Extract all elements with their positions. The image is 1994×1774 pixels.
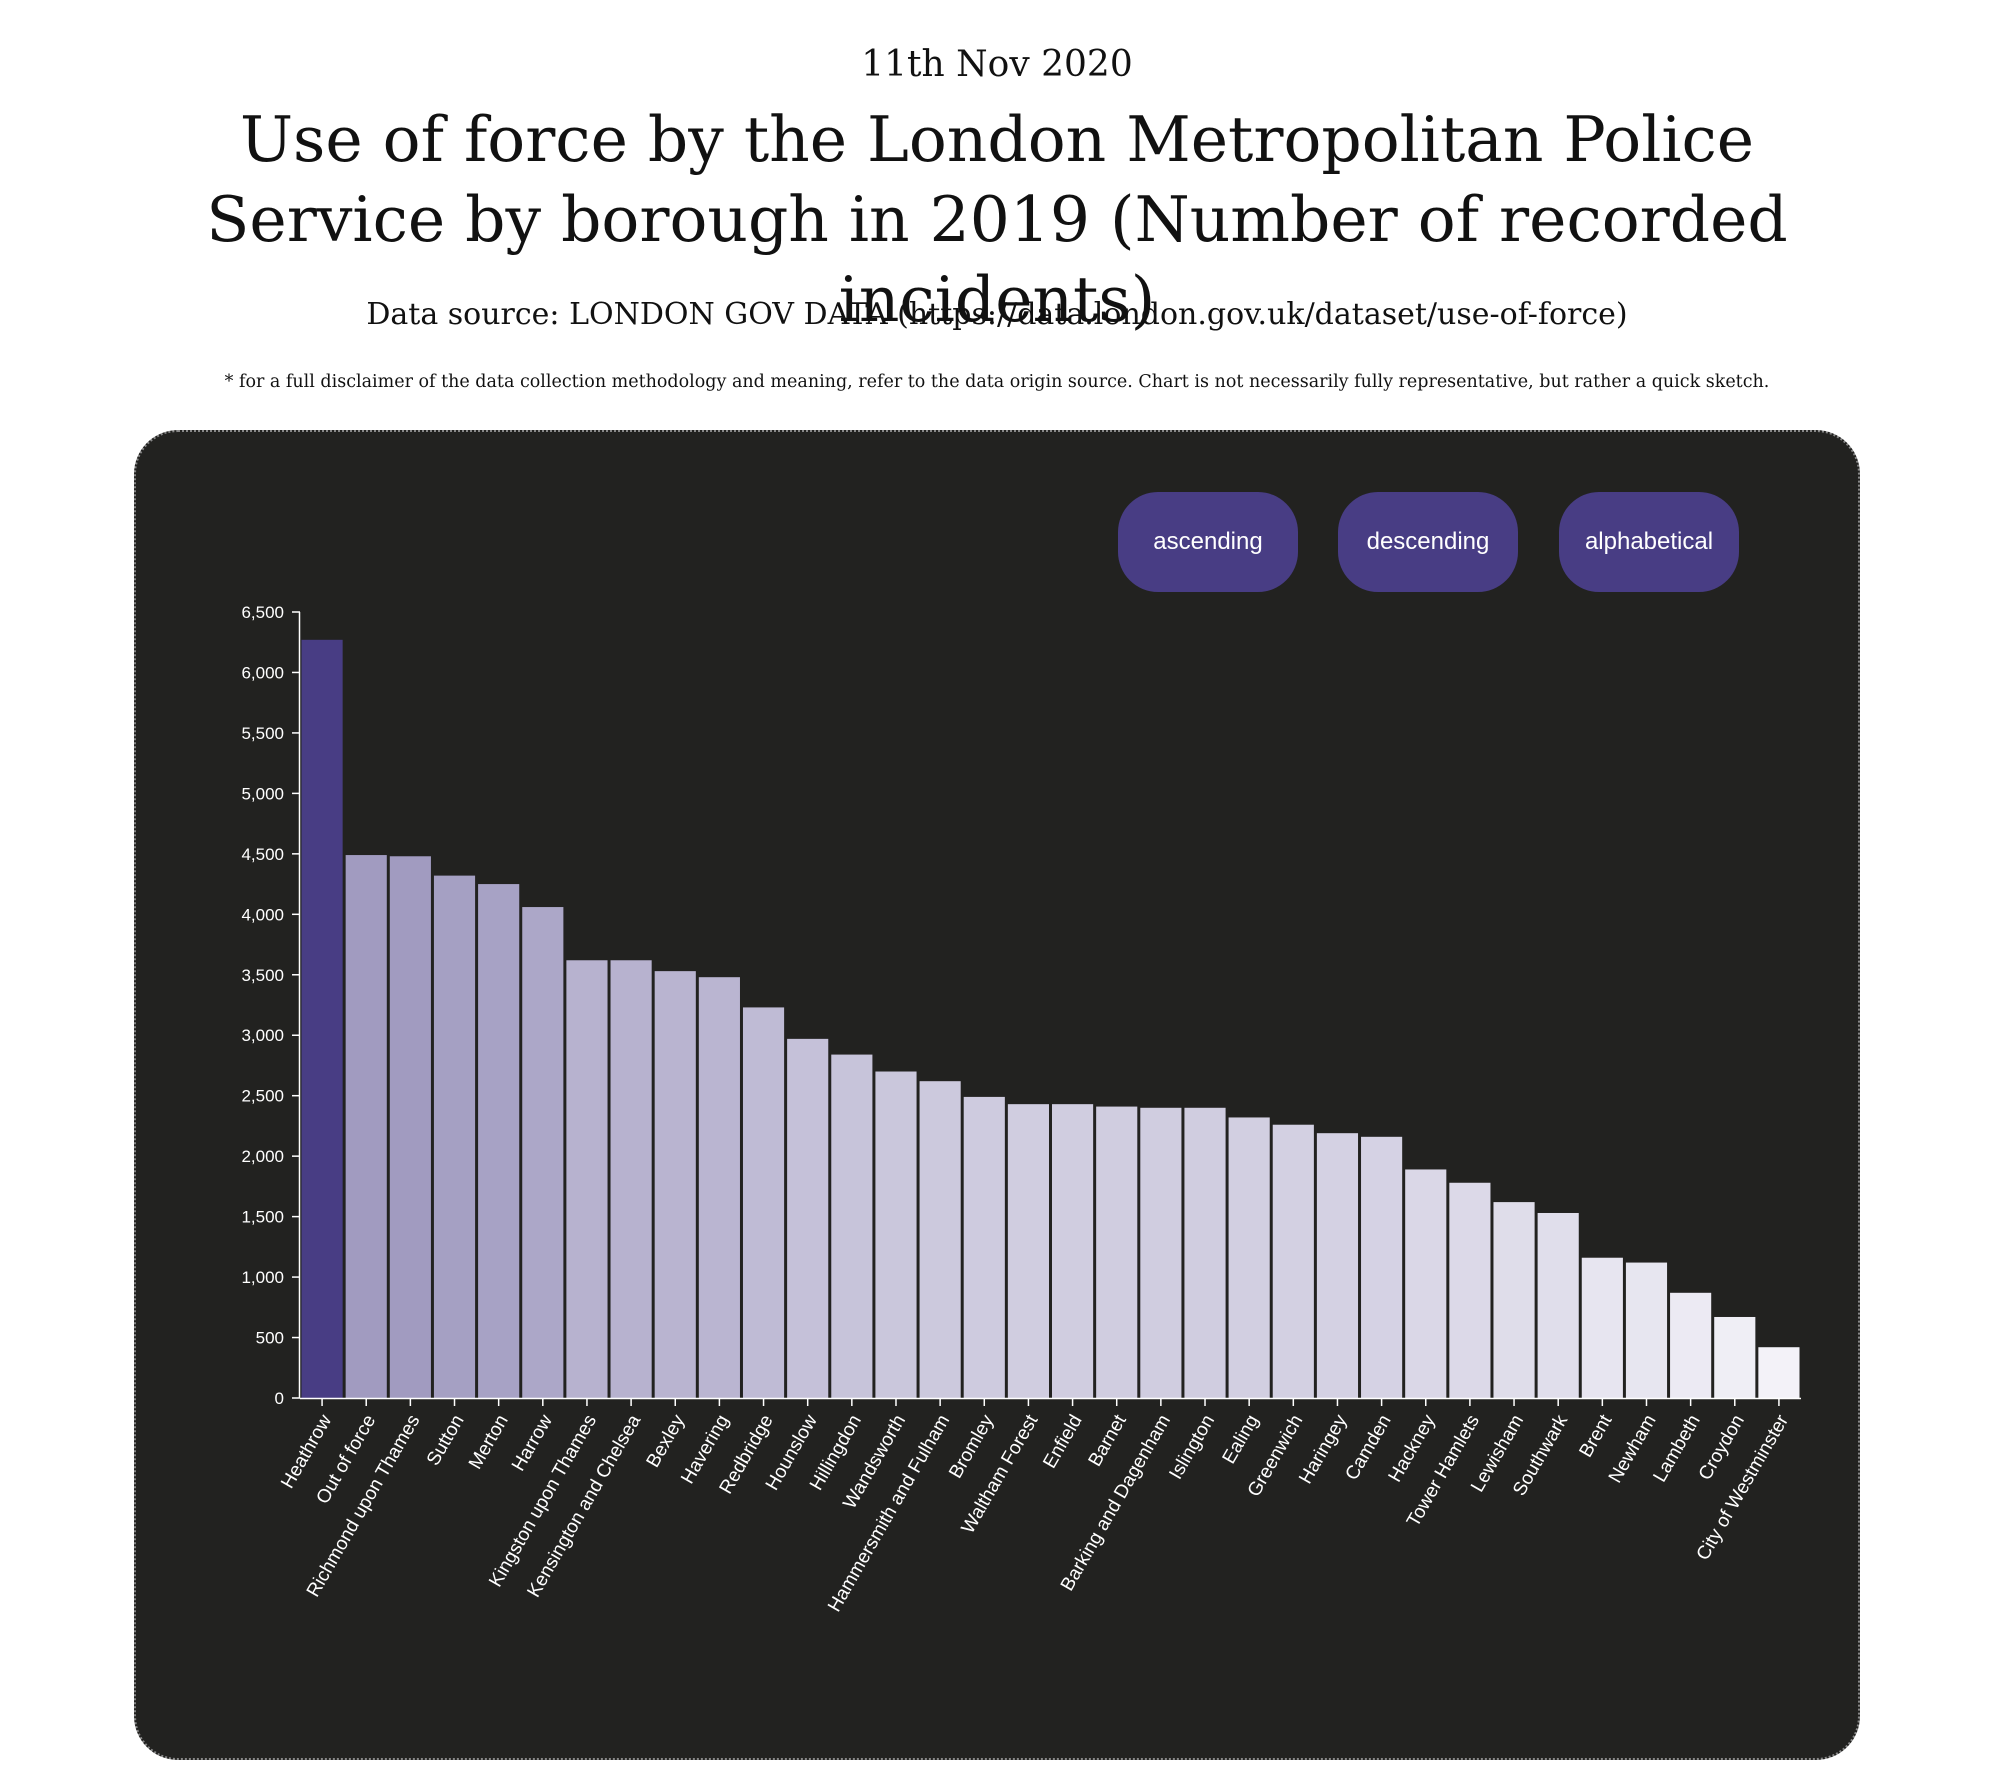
y-axis: 0 500 1,000 1,500 2,000 2,500 3,000 3,500 4,000 4… <box>241 603 301 1408</box>
x-tick-label: Barnet <box>1085 1411 1132 1471</box>
y-tick-label: 1,000 <box>241 1268 284 1287</box>
bar-out-of-force[interactable] <box>345 855 387 1398</box>
x-tick-label: Harrow <box>508 1411 557 1475</box>
bar-heathrow[interactable] <box>301 639 343 1398</box>
bar-brent[interactable] <box>1581 1257 1623 1398</box>
chart-panel: ascending descending alphabetical 0 500 1,… <box>134 430 1860 1760</box>
bar-haringey[interactable] <box>1316 1133 1359 1398</box>
bar-hounslow[interactable] <box>787 1038 829 1398</box>
x-tick-label: Bexley <box>643 1411 690 1471</box>
x-tick-label: Sutton <box>423 1411 469 1469</box>
ascending-sort-button[interactable]: ascending <box>1118 492 1298 592</box>
bar-hillingdon[interactable] <box>831 1054 873 1398</box>
bar-islington[interactable] <box>1184 1107 1226 1398</box>
y-tick-label: 6,000 <box>241 663 284 682</box>
bar-redbridge[interactable] <box>742 1007 785 1398</box>
x-tick-label: Ealing <box>1219 1411 1264 1467</box>
bar-barking-and-dagenham[interactable] <box>1140 1107 1182 1398</box>
descending-sort-button[interactable]: descending <box>1338 492 1518 592</box>
bar-hammersmith-and-fulham[interactable] <box>919 1081 961 1398</box>
bar-ealing[interactable] <box>1228 1117 1270 1398</box>
bar-city-of-westminster[interactable] <box>1758 1347 1800 1398</box>
bar-harrow[interactable] <box>522 907 564 1398</box>
y-tick-label: 2,000 <box>241 1147 284 1166</box>
bars <box>301 639 1800 1398</box>
bar-havering[interactable] <box>698 977 740 1398</box>
y-tick-label: 5,500 <box>241 724 284 743</box>
bar-lambeth[interactable] <box>1670 1292 1712 1398</box>
bar-bexley[interactable] <box>654 971 696 1398</box>
y-tick-label: 4,000 <box>241 905 284 924</box>
x-tick-label: Brent <box>1576 1411 1617 1461</box>
bar-lewisham[interactable] <box>1493 1202 1535 1398</box>
bar-camden[interactable] <box>1361 1136 1403 1398</box>
chart-title: Use of force by the London Metropolitan … <box>206 103 1788 336</box>
y-tick-label: 5,000 <box>241 784 284 803</box>
bar-bromley[interactable] <box>963 1096 1005 1398</box>
bar-enfield[interactable] <box>1052 1104 1094 1398</box>
x-tick-label: City of Westminster <box>1693 1411 1794 1564</box>
bar-kensington-and-chelsea[interactable] <box>610 960 652 1398</box>
y-tick-label: 3,500 <box>241 966 284 985</box>
bar-merton[interactable] <box>478 884 520 1398</box>
bar-richmond-upon-thames[interactable] <box>389 856 431 1398</box>
alphabetical-sort-button[interactable]: alphabetical <box>1559 492 1739 592</box>
bar-waltham-forest[interactable] <box>1007 1104 1049 1398</box>
bar-tower-hamlets[interactable] <box>1449 1182 1491 1398</box>
bar-kingston-upon-thames[interactable] <box>566 960 608 1398</box>
y-tick-label: 1,500 <box>241 1208 284 1227</box>
y-tick-label: 3,000 <box>241 1026 284 1045</box>
bar-southwark[interactable] <box>1537 1212 1579 1398</box>
y-tick-label: 4,500 <box>241 845 284 864</box>
y-tick-label: 0 <box>275 1389 284 1408</box>
bar-greenwich[interactable] <box>1272 1124 1314 1398</box>
bar-barnet[interactable] <box>1096 1106 1138 1398</box>
chart-date: 11th Nov 2020 <box>861 44 1133 85</box>
disclaimer: * for a full disclaimer of the data coll… <box>224 372 1770 392</box>
bar-hackney[interactable] <box>1405 1169 1447 1398</box>
x-tick-label: Enfield <box>1039 1411 1086 1472</box>
data-source: Data source: LONDON GOV DATA (https://da… <box>366 297 1628 332</box>
bar-wandsworth[interactable] <box>875 1071 917 1398</box>
y-tick-label: 500 <box>256 1329 284 1348</box>
bar-croydon[interactable] <box>1714 1316 1756 1398</box>
x-tick-label: Merton <box>465 1411 513 1473</box>
bar-newham[interactable] <box>1625 1262 1668 1398</box>
bar-sutton[interactable] <box>433 875 476 1398</box>
y-tick-label: 6,500 <box>241 603 284 622</box>
bar-chart: 0 500 1,000 1,500 2,000 2,500 3,000 3,500 4,000 4… <box>241 603 1801 1616</box>
y-tick-label: 2,500 <box>241 1087 284 1106</box>
